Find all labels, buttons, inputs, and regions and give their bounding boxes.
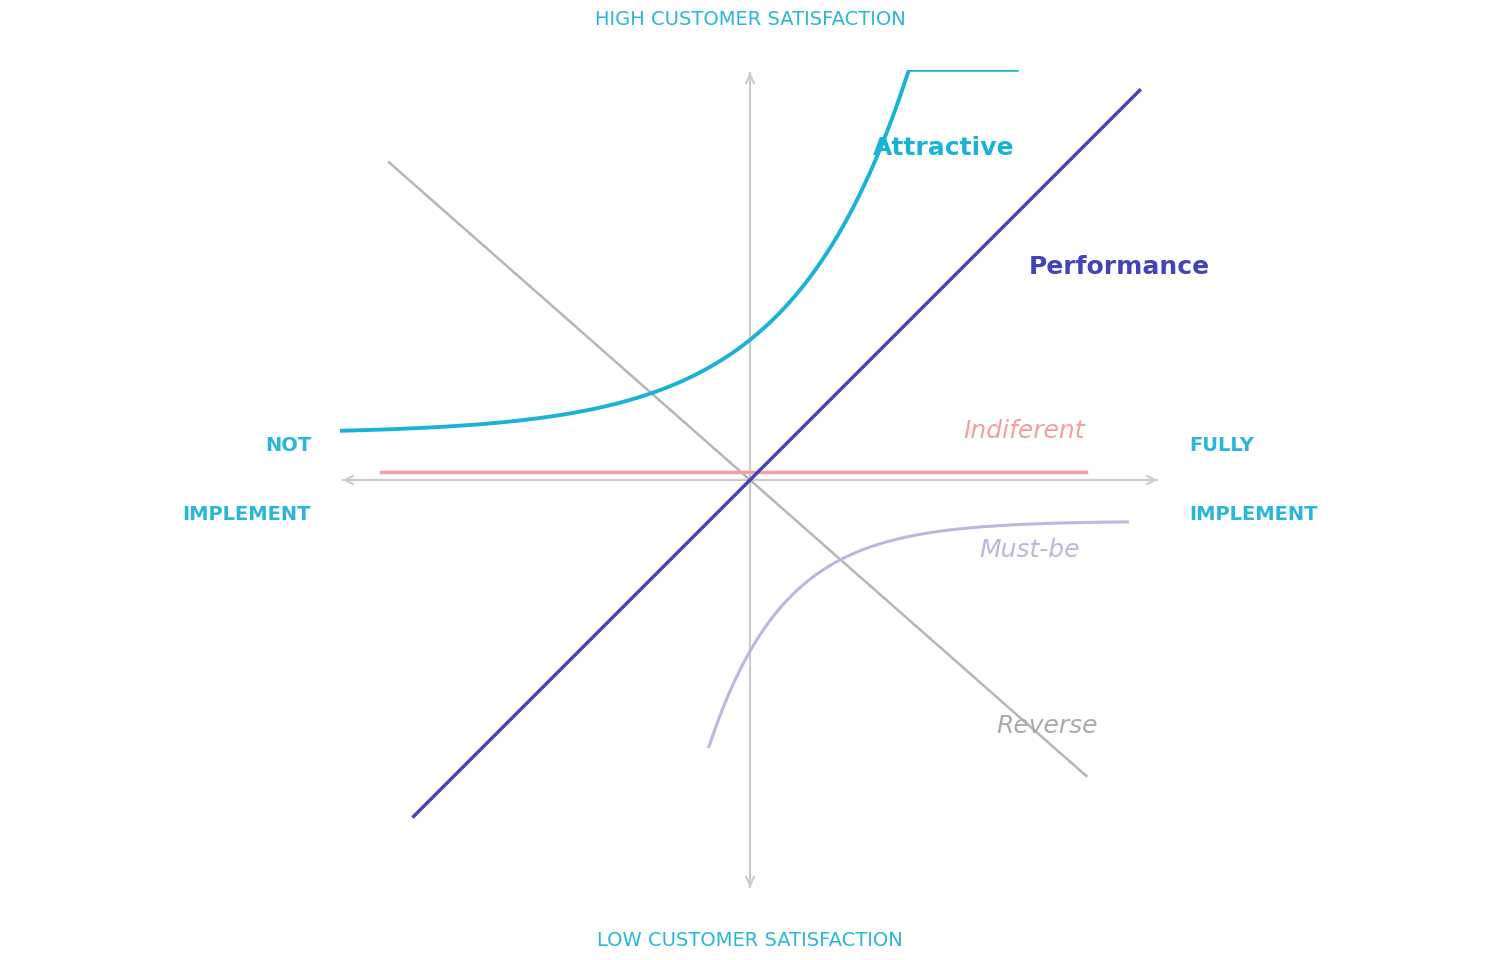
Text: Attractive: Attractive xyxy=(873,136,1014,160)
Text: IMPLEMENT: IMPLEMENT xyxy=(183,505,310,523)
Text: LOW CUSTOMER SATISFACTION: LOW CUSTOMER SATISFACTION xyxy=(597,931,903,950)
Text: IMPLEMENT: IMPLEMENT xyxy=(1190,505,1317,523)
Text: Performance: Performance xyxy=(1029,254,1210,278)
Text: Indiferent: Indiferent xyxy=(963,419,1084,443)
Text: NOT: NOT xyxy=(266,437,310,455)
Text: FULLY: FULLY xyxy=(1190,437,1254,455)
Text: Reverse: Reverse xyxy=(996,714,1098,738)
Text: Must-be: Must-be xyxy=(980,538,1080,562)
Text: HIGH CUSTOMER SATISFACTION: HIGH CUSTOMER SATISFACTION xyxy=(594,10,906,29)
